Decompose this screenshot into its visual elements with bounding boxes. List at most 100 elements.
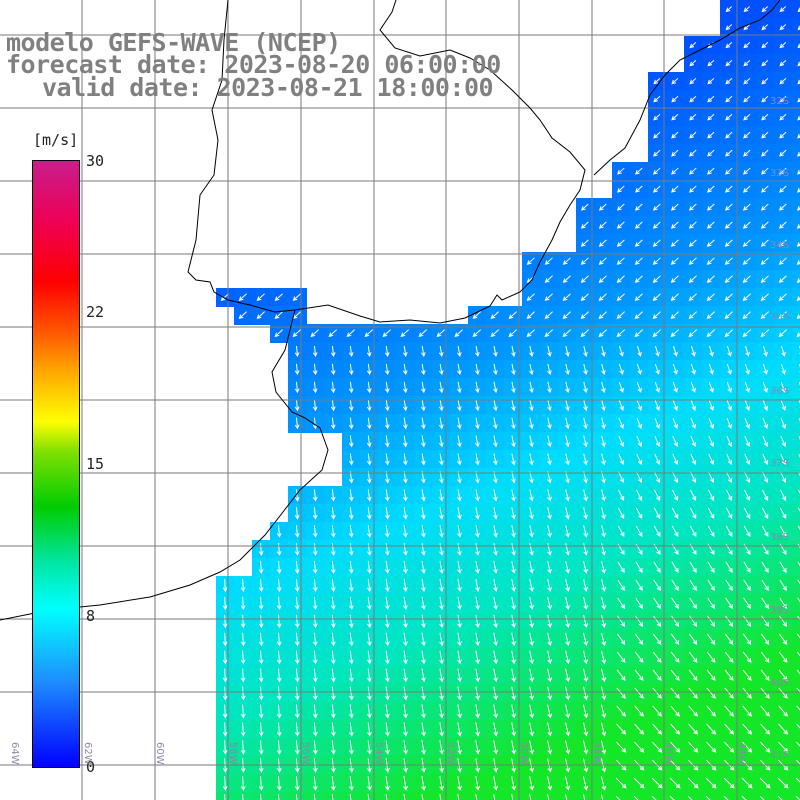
wind-arrow xyxy=(330,543,336,556)
wind-cell xyxy=(684,36,703,55)
wind-arrow xyxy=(797,169,800,175)
wind-arrow xyxy=(366,345,372,358)
wind-arrow xyxy=(421,722,426,737)
wind-arrow xyxy=(439,614,444,629)
wind-arrow xyxy=(367,722,372,737)
colorbar-tick-15: 15 xyxy=(86,455,105,473)
wind-arrow xyxy=(671,615,680,627)
wind-arrow xyxy=(312,704,318,719)
lon-label: 60W xyxy=(154,742,165,765)
wind-arrow xyxy=(652,221,661,229)
wind-arrow xyxy=(330,525,336,538)
wind-arrow xyxy=(601,596,606,610)
wind-arrow xyxy=(796,278,800,283)
wind-cell xyxy=(522,306,541,325)
wind-arrow xyxy=(779,149,787,157)
wind-arrow xyxy=(742,723,753,735)
wind-arrow xyxy=(475,776,480,791)
lat-label: 38S xyxy=(770,532,790,543)
wind-arrow xyxy=(744,399,750,411)
wind-arrow xyxy=(744,435,751,447)
wind-cell xyxy=(576,252,595,271)
wind-arrow xyxy=(742,633,752,645)
wind-arrow xyxy=(633,795,639,800)
wind-cell xyxy=(792,144,800,163)
wind-arrow xyxy=(313,794,316,800)
wind-cell xyxy=(792,324,800,343)
wind-arrow xyxy=(493,543,498,556)
wind-arrow xyxy=(670,275,679,283)
wind-arrow xyxy=(493,489,498,502)
wind-arrow xyxy=(529,561,534,574)
wind-arrow xyxy=(457,435,462,448)
wind-cell xyxy=(450,324,469,343)
wind-arrow xyxy=(654,453,661,465)
wind-arrow xyxy=(778,257,787,265)
wind-arrow xyxy=(366,363,372,376)
wind-cell xyxy=(774,162,793,181)
wind-cell xyxy=(756,324,775,343)
wind-cell xyxy=(576,324,595,343)
wind-arrow xyxy=(779,167,787,175)
wind-arrow xyxy=(634,705,644,717)
wind-arrow xyxy=(671,561,679,574)
wind-arrow xyxy=(798,453,800,463)
wind-arrow xyxy=(797,151,800,157)
wind-arrow xyxy=(493,668,498,683)
wind-arrow xyxy=(330,668,336,683)
wind-arrow xyxy=(744,417,750,429)
wind-cell xyxy=(792,738,800,757)
wind-cell xyxy=(702,162,721,181)
wind-arrow xyxy=(653,597,661,609)
wind-cell xyxy=(378,792,397,800)
wind-arrow xyxy=(670,203,679,211)
wind-arrow xyxy=(220,293,229,301)
lon-label: 52W xyxy=(445,742,456,765)
wind-arrow xyxy=(601,453,606,466)
wind-arrow xyxy=(779,24,787,31)
wind-arrow xyxy=(348,507,354,520)
wind-cell xyxy=(612,216,631,235)
wind-cell xyxy=(630,324,649,343)
wind-arrow xyxy=(222,776,228,791)
wind-arrow xyxy=(689,131,697,139)
wind-arrow xyxy=(330,596,336,611)
wind-arrow xyxy=(366,489,372,502)
wind-arrow xyxy=(349,686,354,701)
wind-arrow xyxy=(795,759,800,765)
wind-cell xyxy=(612,198,631,217)
wind-arrow xyxy=(617,561,625,574)
wind-arrow xyxy=(779,6,787,13)
wind-cell xyxy=(720,90,739,109)
wind-arrow xyxy=(348,345,354,358)
wind-arrow xyxy=(762,399,768,411)
wind-cell xyxy=(684,72,703,91)
wind-arrow xyxy=(475,363,480,376)
wind-arrow xyxy=(723,777,735,789)
wind-arrow xyxy=(564,794,568,800)
wind-arrow xyxy=(511,363,516,376)
wind-arrow xyxy=(636,417,642,429)
wind-cell xyxy=(630,198,649,217)
wind-arrow xyxy=(511,561,516,574)
wind-arrow xyxy=(689,95,697,103)
wind-arrow xyxy=(529,435,534,448)
wind-cell xyxy=(792,288,800,307)
wind-arrow xyxy=(796,242,800,247)
wind-cell xyxy=(774,198,793,217)
wind-arrow xyxy=(511,794,514,800)
wind-arrow xyxy=(688,723,699,735)
wind-arrow xyxy=(457,722,462,737)
wind-cell xyxy=(792,540,800,559)
wind-arrow xyxy=(565,614,570,629)
wind-cell xyxy=(720,108,739,127)
wind-arrow xyxy=(242,794,244,800)
wind-arrow xyxy=(366,417,372,430)
wind-cell xyxy=(774,216,793,235)
wind-arrow xyxy=(385,776,390,791)
wind-arrow xyxy=(384,435,390,448)
wind-arrow xyxy=(617,507,625,520)
wind-cell xyxy=(648,306,667,325)
wind-arrow xyxy=(600,794,604,800)
wind-arrow xyxy=(367,794,370,800)
